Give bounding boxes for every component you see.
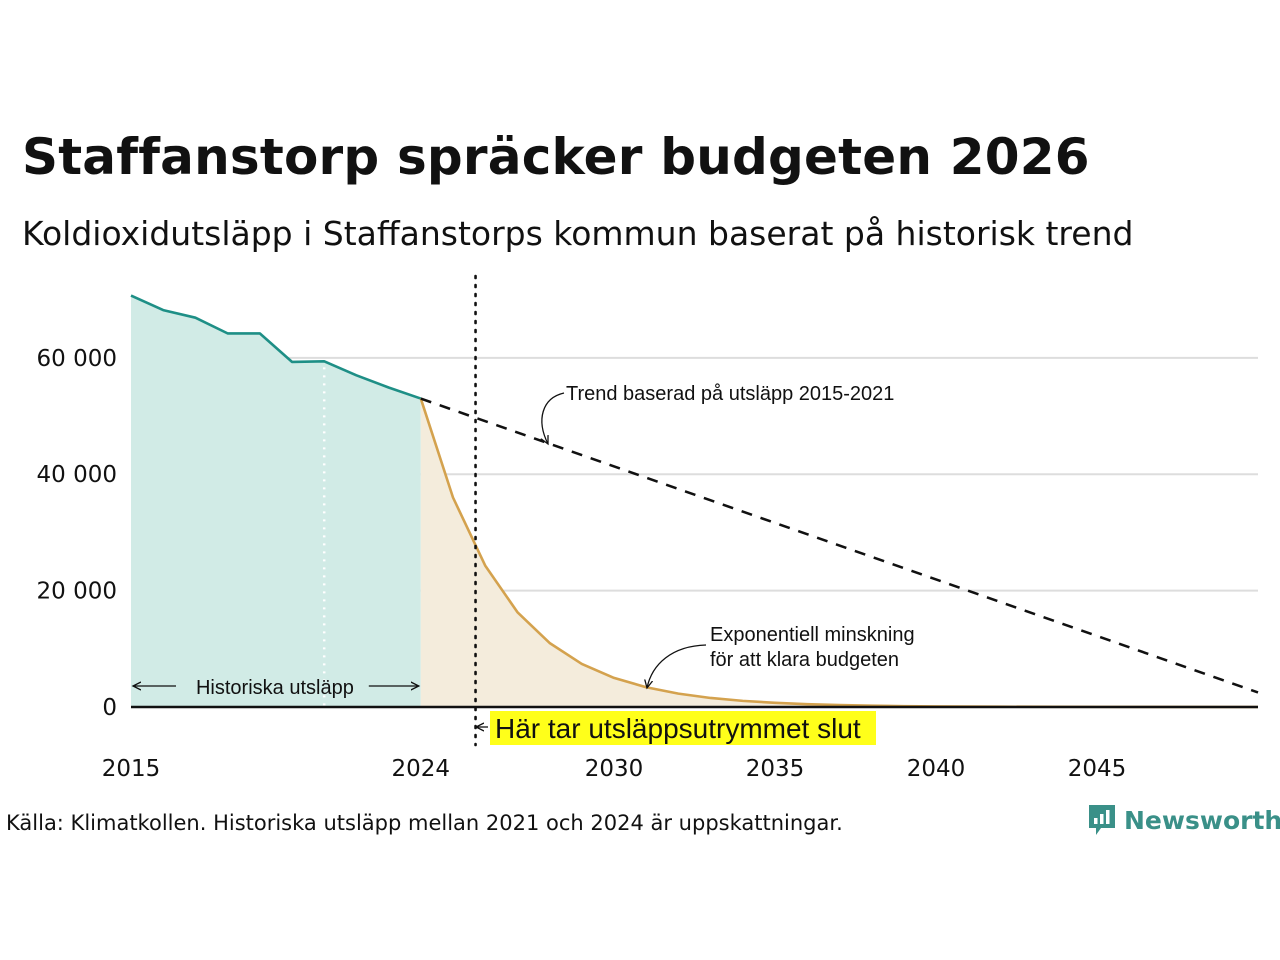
newsworthy-logo-icon [1089, 805, 1115, 835]
x-tick-label: 2030 [585, 756, 644, 782]
trend-annotation: Trend baserad på utsläpp 2015-2021 [566, 383, 894, 405]
newsworthy-logo-text: Newsworthy [1124, 805, 1280, 835]
areas [131, 295, 1258, 707]
reduction-annotation-line2: för att klara budgeten [710, 649, 899, 671]
newsworthy-logo[interactable]: Newsworthy [1087, 803, 1280, 837]
source-note: Källa: Klimatkollen. Historiska utsläpp … [6, 811, 843, 835]
historical-line [130, 294, 422, 400]
y-tick-label: 0 [102, 695, 117, 721]
x-tick-label: 2040 [907, 756, 966, 782]
reduction-annotation-arrow [647, 644, 707, 688]
reduction-area [420, 398, 1258, 707]
x-tick-label: 2024 [392, 756, 451, 782]
reduction-annotation-line1: Exponentiell minskning [710, 624, 915, 646]
x-tick-label: 2015 [102, 756, 161, 782]
x-tick-label: 2035 [746, 756, 805, 782]
axes: 0 20 000 40 000 60 000 2015 2024 2030 2035 2040 2… [37, 274, 1258, 782]
chart-title: Staffanstorp spräcker budgeten 2026 [22, 128, 1090, 186]
trend-annotation-arrow [542, 392, 565, 444]
chart-subtitle: Koldioxidutsläpp i Staffanstorps kommun … [22, 214, 1134, 253]
x-tick-label: 2045 [1068, 756, 1127, 782]
budget-end-highlight [490, 711, 876, 745]
annotations: Trend baserad på utsläpp 2015-2021 Expone… [133, 383, 915, 745]
y-tick-label: 20 000 [37, 579, 117, 605]
y-tick-label: 40 000 [37, 462, 117, 488]
y-tick-label: 60 000 [37, 346, 117, 372]
historical-span-label: Historiska utsläpp [196, 677, 354, 699]
trend-line [420, 397, 1259, 694]
historical-area [131, 295, 421, 707]
budget-end-label: Här tar utsläppsutrymmet slut [495, 713, 861, 744]
